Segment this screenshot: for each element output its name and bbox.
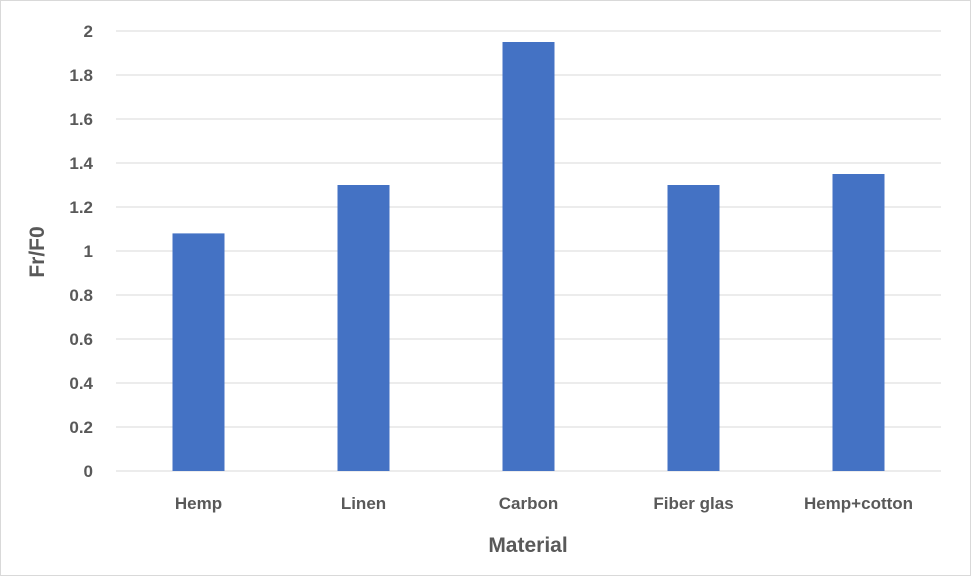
- y-tick-label: 0: [84, 462, 93, 481]
- x-tick-label: Linen: [341, 494, 386, 513]
- bar-hemp: [172, 233, 225, 471]
- x-tick-label: Carbon: [499, 494, 559, 513]
- y-tick-label: 0.8: [69, 286, 93, 305]
- bar-fiber-glas: [667, 185, 720, 471]
- y-tick-label: 2: [84, 22, 93, 41]
- y-axis-ticks: 0 0.2 0.4 0.6 0.8 1 1.2 1.4 1.6 1.8 2: [69, 22, 93, 481]
- y-tick-label: 1.2: [69, 198, 93, 217]
- y-axis-title: Fr/F0: [26, 226, 49, 277]
- x-tick-label: Fiber glas: [653, 494, 733, 513]
- y-tick-label: 1: [84, 242, 93, 261]
- y-tick-label: 0.6: [69, 330, 93, 349]
- y-tick-label: 1.4: [69, 154, 93, 173]
- x-tick-label: Hemp: [175, 494, 222, 513]
- x-axis-title: Material: [488, 534, 567, 557]
- y-tick-label: 0.4: [69, 374, 93, 393]
- y-tick-label: 1.6: [69, 110, 93, 129]
- y-tick-label: 0.2: [69, 418, 93, 437]
- x-tick-label: Hemp+cotton: [804, 494, 913, 513]
- bar-linen: [337, 185, 390, 471]
- bars: [172, 42, 885, 471]
- y-tick-label: 1.8: [69, 66, 93, 85]
- bar-carbon: [502, 42, 555, 471]
- x-axis-ticks: Hemp Linen Carbon Fiber glas Hemp+cotton: [175, 494, 913, 513]
- bar-hemp-cotton: [832, 174, 885, 471]
